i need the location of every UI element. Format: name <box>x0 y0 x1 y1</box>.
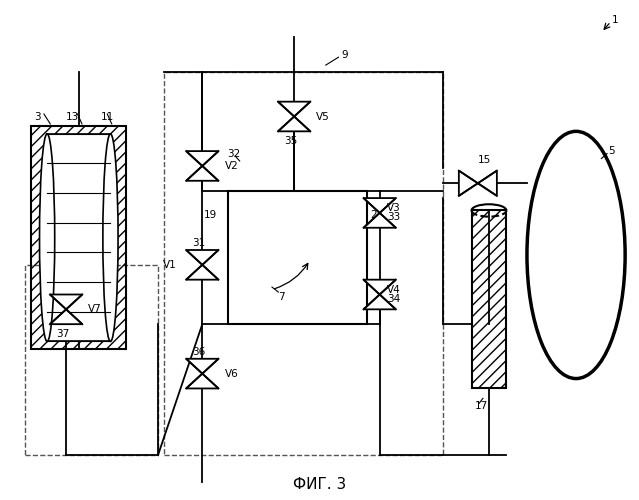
Text: V7: V7 <box>88 304 102 314</box>
Polygon shape <box>278 116 311 132</box>
Text: 1: 1 <box>612 15 619 25</box>
Ellipse shape <box>527 132 625 378</box>
Text: 11: 11 <box>101 112 114 122</box>
Polygon shape <box>364 213 396 228</box>
Polygon shape <box>186 374 219 388</box>
Bar <box>472 210 506 388</box>
Text: 17: 17 <box>475 401 488 411</box>
Text: 5: 5 <box>608 146 615 156</box>
Polygon shape <box>278 102 311 116</box>
Bar <box>227 190 367 324</box>
Text: 3: 3 <box>35 112 41 122</box>
Text: 36: 36 <box>192 346 206 356</box>
Text: 33: 33 <box>387 212 401 222</box>
Bar <box>164 72 443 455</box>
Ellipse shape <box>40 134 55 342</box>
Text: 19: 19 <box>204 210 217 220</box>
Bar <box>472 210 506 388</box>
Text: ФИГ. 3: ФИГ. 3 <box>293 478 346 492</box>
Text: V6: V6 <box>224 368 238 378</box>
Text: 35: 35 <box>284 136 298 146</box>
Polygon shape <box>364 198 396 213</box>
Polygon shape <box>459 170 478 196</box>
Bar <box>31 126 127 349</box>
Ellipse shape <box>103 134 118 342</box>
Text: V1: V1 <box>163 260 177 270</box>
Text: 9: 9 <box>342 50 348 59</box>
Text: 21: 21 <box>370 210 383 220</box>
Text: V2: V2 <box>224 161 238 171</box>
Polygon shape <box>478 170 497 196</box>
Text: V5: V5 <box>316 112 330 122</box>
Polygon shape <box>186 250 219 265</box>
Polygon shape <box>186 166 219 181</box>
Text: 31: 31 <box>192 238 206 248</box>
Polygon shape <box>186 151 219 166</box>
Bar <box>31 126 127 349</box>
Polygon shape <box>186 265 219 280</box>
Text: 15: 15 <box>477 156 491 166</box>
Polygon shape <box>50 294 82 310</box>
Text: V4: V4 <box>387 285 401 295</box>
Text: 7: 7 <box>279 292 285 302</box>
Text: 34: 34 <box>387 294 401 304</box>
Polygon shape <box>186 359 219 374</box>
Text: 32: 32 <box>227 148 241 158</box>
Text: 37: 37 <box>56 328 70 338</box>
Text: 13: 13 <box>66 112 79 122</box>
Polygon shape <box>364 280 396 294</box>
Bar <box>47 134 111 342</box>
Polygon shape <box>364 294 396 310</box>
Polygon shape <box>50 310 82 324</box>
Bar <box>25 265 158 455</box>
Text: V3: V3 <box>387 204 401 214</box>
